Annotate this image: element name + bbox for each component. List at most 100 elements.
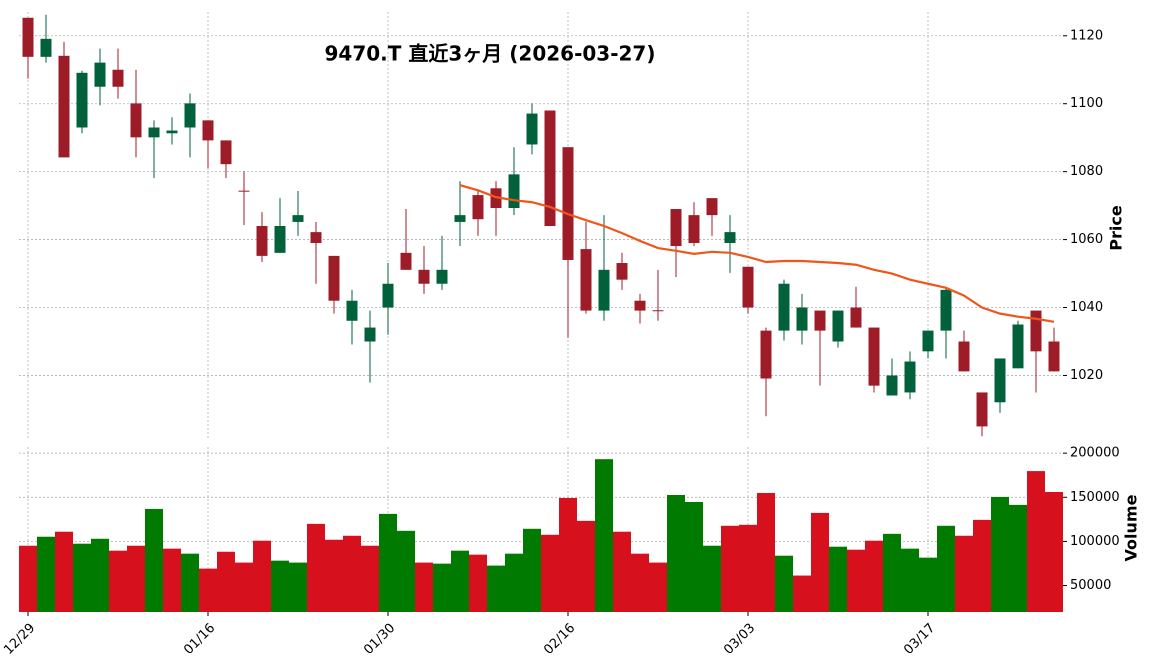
volume-bar: [253, 540, 271, 612]
volume-bar: [1009, 504, 1027, 612]
volume-bar: [55, 531, 73, 612]
volume-bar: [829, 546, 847, 612]
candle-body: [148, 127, 160, 138]
volume-bar: [991, 496, 1009, 612]
volume-bar: [1045, 492, 1063, 612]
volume-bar: [127, 545, 145, 612]
volume-bar: [973, 519, 991, 612]
candle-body: [346, 300, 358, 321]
candle-body: [544, 110, 556, 226]
x-tick-label: 01/16: [181, 621, 218, 658]
volume-bar: [613, 531, 631, 612]
y-tick-label: 1020: [1070, 368, 1103, 383]
candle-body: [814, 310, 826, 331]
candle-body: [706, 198, 718, 216]
volume-bar: [865, 540, 883, 612]
candle-body: [580, 249, 592, 311]
volume-bar: [469, 554, 487, 612]
volume-bar: [379, 513, 397, 612]
candle-body: [904, 361, 916, 393]
candle-body: [292, 215, 304, 222]
candle-body: [76, 72, 88, 128]
y-axis-label: Volume: [1122, 494, 1141, 561]
volume-bar: [235, 562, 253, 612]
candle-body: [184, 103, 196, 128]
y-tick-label: 200000: [1070, 446, 1120, 461]
y-tick-label: 1100: [1070, 96, 1103, 111]
candle-body: [328, 255, 340, 301]
y-tick-label: 100000: [1070, 534, 1120, 549]
candle-body: [832, 310, 844, 342]
volume-bar: [397, 530, 415, 612]
candle-body: [868, 327, 880, 386]
candle-body: [274, 226, 286, 253]
volume-bar: [307, 523, 325, 612]
candle-body: [850, 307, 862, 328]
candle-body: [202, 120, 214, 141]
volume-bar: [181, 553, 199, 612]
candle-body: [760, 330, 772, 379]
volume-bar: [901, 548, 919, 612]
volume-bar: [811, 512, 829, 612]
volume-bar: [1027, 471, 1045, 612]
candle-body: [796, 307, 808, 331]
candle-body: [40, 38, 52, 57]
candle-body: [598, 269, 610, 311]
y-tick-label: 1080: [1070, 164, 1103, 179]
candle-body: [652, 310, 664, 312]
volume-bar: [667, 495, 685, 612]
volume-bar: [325, 539, 343, 612]
candle-body: [634, 300, 646, 311]
x-tick-label: 03/03: [721, 621, 758, 658]
y-tick-label: 150000: [1070, 490, 1120, 505]
volume-bar: [163, 548, 181, 612]
y-axis-label: Price: [1107, 205, 1126, 251]
volume-bar: [955, 535, 973, 612]
candle-body: [1048, 341, 1060, 372]
volume-bar: [649, 562, 667, 612]
volume-bar: [595, 459, 613, 612]
candle-body: [22, 17, 34, 57]
volume-bar: [883, 533, 901, 612]
x-tick-label: 12/29: [1, 621, 38, 658]
volume-bar: [91, 538, 109, 612]
volume-bar: [505, 553, 523, 612]
volume-bar: [775, 555, 793, 612]
volume-bar: [289, 562, 307, 612]
candle-body: [472, 195, 484, 220]
volume-bar: [577, 520, 595, 612]
volume-bar: [343, 535, 361, 612]
volume-bar: [199, 568, 217, 612]
volume-bar: [559, 498, 577, 612]
candle-body: [688, 215, 700, 243]
volume-bar: [145, 508, 163, 612]
candle-body: [616, 263, 628, 280]
candle-body: [922, 330, 934, 352]
candle-body: [400, 252, 412, 270]
volume-bar: [19, 545, 37, 612]
volume-bar: [415, 562, 433, 612]
moving-average-line: [459, 184, 1055, 323]
x-tick-label: 03/17: [901, 621, 938, 658]
x-tick-label: 02/16: [541, 621, 578, 658]
volume-bar: [757, 492, 775, 612]
candle-body: [220, 140, 232, 165]
volume-bar: [703, 545, 721, 612]
candle-body: [1012, 324, 1024, 369]
volume-bar: [487, 565, 505, 612]
candle-body: [454, 215, 466, 222]
candle-body: [58, 55, 70, 158]
candle-body: [94, 62, 106, 87]
volume-bar: [919, 557, 937, 612]
chart-title: 9470.T 直近3ヶ月 (2026-03-27): [325, 42, 656, 66]
candle-body: [256, 226, 268, 256]
y-tick-label: 50000: [1070, 578, 1111, 593]
candle-body: [382, 283, 394, 308]
candle-body: [670, 209, 682, 247]
candle-body: [562, 147, 574, 260]
candle-body: [130, 103, 142, 138]
y-tick-label: 1120: [1070, 28, 1103, 43]
volume-bar: [631, 553, 649, 612]
